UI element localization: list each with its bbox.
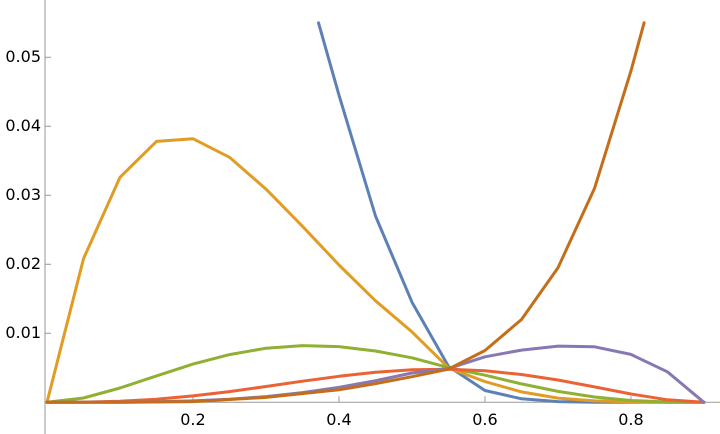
y-tick-label: 0.01 (5, 323, 41, 342)
curve (45, 344, 706, 404)
x-tick-label: 0.6 (472, 410, 497, 429)
curve (45, 137, 706, 404)
curve (45, 21, 646, 404)
y-tick-label: 0.02 (5, 254, 41, 273)
y-tick-label: 0.05 (5, 47, 41, 66)
curve (45, 344, 706, 404)
curve (317, 21, 706, 404)
x-tick-label: 0.4 (326, 410, 351, 429)
curve (45, 367, 706, 404)
y-tick-label: 0.03 (5, 185, 41, 204)
x-tick-label: 0.2 (180, 410, 205, 429)
x-tick-label: 0.8 (618, 410, 643, 429)
y-tick-label: 0.04 (5, 116, 41, 135)
